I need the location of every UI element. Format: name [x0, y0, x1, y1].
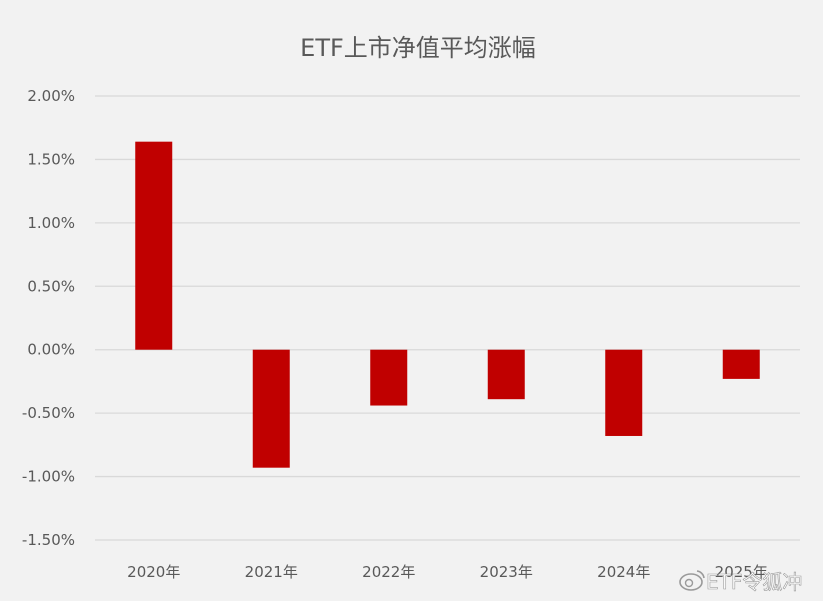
- bar: [135, 141, 173, 350]
- bars: [135, 141, 760, 468]
- y-tick-label: -1.00%: [22, 468, 75, 486]
- watermark-label: ETF令狐冲: [706, 570, 802, 594]
- gridlines: [95, 95, 800, 541]
- x-tick-label: 2022年: [362, 563, 415, 581]
- x-tick-label: 2025年: [715, 563, 768, 581]
- bar: [252, 349, 290, 468]
- bar: [722, 349, 760, 379]
- weibo-icon: [679, 570, 705, 591]
- y-tick-label: 2.00%: [27, 87, 75, 105]
- y-tick-label: 1.00%: [27, 214, 75, 232]
- y-tick-label: 1.50%: [27, 150, 75, 168]
- y-tick-label: -0.50%: [22, 404, 75, 422]
- bar: [487, 349, 525, 400]
- watermark: ETF令狐冲: [679, 570, 803, 594]
- y-tick-label: -1.50%: [22, 531, 75, 549]
- chart-title: ETF上市净值平均涨幅: [300, 34, 536, 62]
- bar: [370, 349, 408, 406]
- x-tick-label: 2020年: [127, 563, 180, 581]
- x-tick-label: 2024年: [597, 563, 650, 581]
- x-axis-ticks: 2020年 2021年 2022年 2023年 2024年 2025年: [127, 563, 768, 581]
- y-tick-label: 0.50%: [27, 277, 75, 295]
- bar: [605, 349, 643, 436]
- y-tick-label: 0.00%: [27, 341, 75, 359]
- x-tick-label: 2021年: [245, 563, 298, 581]
- x-tick-label: 2023年: [480, 563, 533, 581]
- y-axis-ticks: 2.00% 1.50% 1.00% 0.50% 0.00% -0.50% -1.00% -1.…: [22, 87, 75, 549]
